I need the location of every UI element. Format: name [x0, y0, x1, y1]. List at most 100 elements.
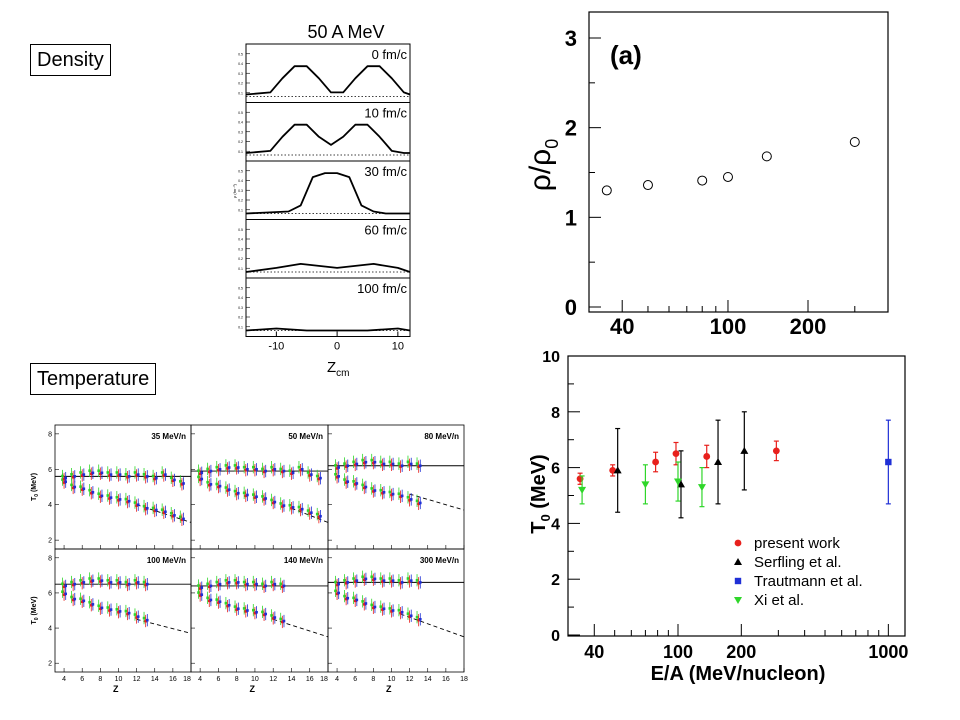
temperature-point	[109, 473, 113, 476]
temperature-point	[233, 605, 237, 608]
rho-ytick-label: 2	[565, 116, 577, 141]
temperature-point	[244, 468, 248, 472]
rho-ytick-label: 1	[565, 205, 577, 230]
temperature-point	[251, 493, 255, 496]
temperature-point	[88, 577, 91, 580]
density-ytick-label: 0.1	[238, 267, 243, 271]
temperature-point	[337, 582, 340, 586]
temperature-point	[71, 486, 75, 490]
temperature-panel: 300 MeV/n	[327, 548, 465, 673]
temperature-point	[99, 607, 102, 611]
temperature-point	[218, 467, 222, 471]
temperature-point	[197, 584, 200, 587]
temperature-point	[79, 485, 82, 488]
t0-legend-label: present work	[754, 535, 840, 552]
temperature-point	[218, 484, 222, 488]
temperature-point	[97, 604, 101, 608]
temperature-point	[344, 581, 348, 585]
temperature-point	[217, 468, 220, 472]
temperature-point	[226, 467, 229, 470]
temperature-point	[418, 501, 422, 505]
temperature-point	[417, 502, 420, 506]
temperature-ytick-label: 4	[48, 626, 52, 633]
temperature-xtick-label: 4	[335, 676, 339, 683]
temperature-point	[206, 596, 209, 600]
temperature-point	[73, 475, 77, 478]
temperature-point	[89, 472, 93, 476]
temperature-point	[379, 460, 383, 464]
temperature-point	[215, 465, 219, 469]
temperature-xtick-label: 6	[216, 676, 220, 683]
temperature-point	[279, 582, 282, 586]
density-curve	[245, 65, 411, 96]
temperature-point	[136, 615, 140, 618]
temperature-label: Temperature	[30, 363, 157, 395]
temperature-point	[79, 578, 82, 582]
density-time-label: 60 fm/c	[364, 223, 407, 238]
temperature-point	[406, 612, 410, 615]
temperature-point	[237, 581, 240, 584]
temperature-point	[291, 506, 295, 509]
temperature-point	[91, 491, 95, 494]
temperature-xtick-label: 16	[306, 676, 314, 683]
temperature-point	[297, 505, 301, 509]
temperature-point	[409, 462, 413, 466]
temperature-point	[73, 485, 77, 489]
temperature-point	[417, 581, 420, 585]
temperature-point	[64, 592, 67, 596]
rho-ylabel-sub: 0	[542, 139, 562, 149]
temperature-point	[255, 495, 258, 499]
temperature-point	[91, 603, 95, 606]
temperature-point	[355, 462, 359, 466]
temperature-point	[319, 476, 322, 480]
temperature-point	[381, 608, 384, 611]
temperature-panel-frame	[190, 548, 329, 673]
temperature-point	[262, 498, 266, 501]
temperature-point	[390, 610, 393, 613]
temperature-point	[246, 582, 249, 586]
temperature-point	[364, 460, 368, 464]
temperature-point	[409, 614, 413, 618]
temperature-point	[397, 608, 401, 612]
temperature-point	[344, 465, 348, 468]
temperature-xtick-label: 10	[115, 676, 123, 683]
temperature-point	[308, 474, 312, 477]
temperature-ylabel-sub: 0	[34, 494, 40, 497]
temperature-point	[144, 507, 147, 511]
temperature-point	[261, 610, 264, 614]
density-ytick-label: 0.2	[238, 199, 243, 203]
temperature-point	[355, 482, 359, 485]
temperature-xtick-label: 16	[169, 676, 177, 683]
temperature-point	[382, 579, 386, 582]
temperature-point	[264, 469, 268, 473]
temperature-point	[224, 601, 228, 605]
temperature-point	[151, 506, 155, 510]
density-ytick-label: 0.5	[238, 228, 243, 232]
temperature-ylabel: T0 (MeV)	[31, 596, 40, 624]
temperature-point	[136, 581, 140, 584]
temperature-point	[418, 581, 422, 584]
temperature-point	[408, 498, 411, 502]
temperature-point	[391, 609, 395, 612]
temperature-point	[370, 487, 374, 490]
temperature-point	[242, 491, 246, 495]
temperature-point	[97, 492, 101, 496]
temperature-xlabel: Z	[250, 684, 256, 694]
t0-series	[613, 411, 749, 519]
temperature-point	[281, 505, 284, 508]
temperature-point	[89, 603, 93, 607]
temperature-point	[281, 620, 284, 624]
density-ytick-label: 0.5	[238, 286, 243, 290]
t0-point	[672, 450, 680, 458]
temperature-point	[246, 609, 249, 612]
temperature-point	[82, 473, 86, 476]
temperature-ytick-label: 6	[48, 590, 52, 597]
temperature-point	[215, 580, 219, 584]
t0-ytick-label: 8	[551, 405, 560, 422]
t0-xtick-label: 1000	[868, 642, 908, 662]
temperature-point	[315, 474, 319, 478]
temperature-point	[142, 616, 146, 620]
temperature-point	[381, 580, 384, 583]
temperature-point	[118, 610, 122, 613]
temperature-point	[406, 577, 410, 580]
